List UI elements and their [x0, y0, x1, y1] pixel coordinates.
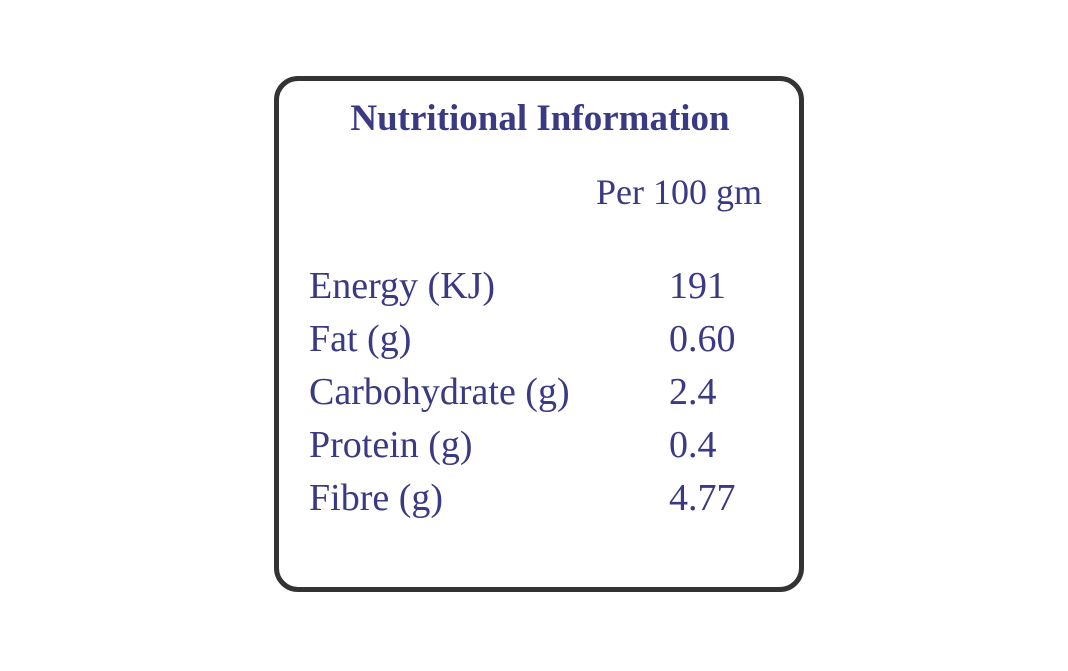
nutrient-name: Fat (g) — [309, 318, 412, 360]
nutrient-name: Fibre (g) — [309, 477, 444, 519]
nutrient-value: 2.4 — [669, 371, 717, 413]
nutrient-value: 191 — [669, 265, 726, 307]
nutrient-value: 0.60 — [669, 318, 736, 360]
nutrient-name: Carbohydrate (g) — [309, 371, 570, 413]
title: Nutritional Information — [350, 98, 730, 139]
nutrient-value: 4.77 — [669, 477, 736, 519]
nutrient-name: Energy (KJ) — [309, 265, 496, 307]
nutrient-value: 0.4 — [669, 424, 717, 466]
basis: Per 100 gm — [596, 172, 762, 212]
label-box — [274, 76, 804, 592]
nutrient-name: Protein (g) — [309, 424, 473, 466]
